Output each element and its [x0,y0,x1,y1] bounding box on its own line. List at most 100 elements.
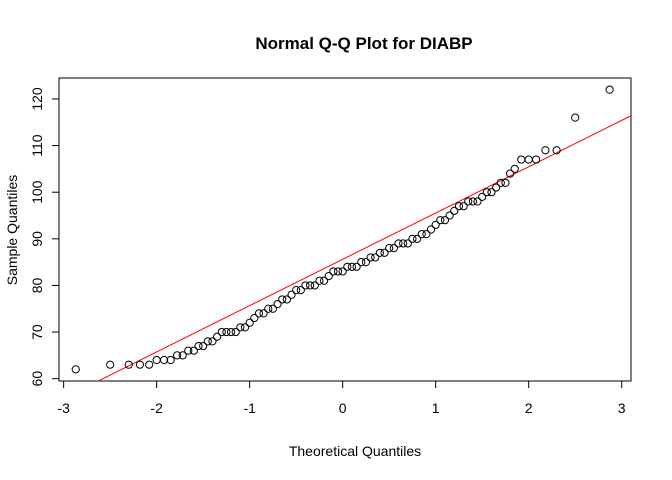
data-point [459,202,468,211]
data-point [487,188,496,197]
data-point [473,197,482,206]
data-point [468,197,477,206]
data-point [306,281,315,290]
data-point [208,337,217,346]
data-point [371,253,380,262]
data-point [264,304,273,313]
data-point [445,211,454,220]
data-point [106,360,115,369]
data-point [422,230,431,239]
data-point [541,146,550,155]
data-point [315,276,324,285]
data-point [505,169,515,178]
data-point [454,202,464,211]
data-point [338,267,347,276]
data-point [399,239,408,248]
data-point [236,323,245,332]
data-point [213,332,222,341]
data-point [357,258,366,267]
data-point [324,272,333,281]
x-axis-label: Theoretical Quantiles [289,443,421,459]
chart-title: Normal Q-Q Plot for DIABP [255,34,472,53]
data-point [385,244,394,253]
x-tick-label: -1 [243,400,256,416]
data-point [199,341,208,351]
data-point [552,146,561,155]
data-point [517,155,526,164]
data-point [436,216,445,225]
y-tick-label: 90 [29,231,45,247]
data-point [394,239,403,248]
x-tick-label: -3 [57,400,70,416]
data-point [361,258,371,267]
data-point [296,286,305,295]
data-point [222,327,231,337]
x-tick-label: 0 [339,400,347,416]
data-point [189,346,198,355]
data-point [482,188,491,197]
data-point [319,276,329,285]
data-point [333,267,343,276]
y-tick-label: 120 [29,87,45,111]
data-point [250,313,259,323]
data-point [203,337,212,346]
data-point [194,341,203,351]
data-point [464,197,473,206]
y-tick-label: 110 [29,134,45,157]
y-tick-label: 60 [29,371,45,387]
y-axis-label: Sample Quantiles [4,175,20,286]
data-point [268,304,278,313]
data-point [166,355,175,365]
x-tick-label: -2 [150,400,163,416]
data-point [426,225,436,234]
data-point [292,286,301,295]
data-point [71,365,80,374]
data-point [366,253,375,262]
data-point [380,248,389,257]
data-point [343,262,352,271]
data-point [310,281,319,290]
data-point [532,155,541,164]
data-point [254,309,264,318]
data-point [478,192,487,201]
data-point [273,299,282,309]
data-point [571,113,580,122]
data-point [231,327,240,337]
plot-frame [58,77,632,382]
data-point [417,230,426,239]
data-point [440,216,450,225]
x-tick-label: 2 [525,400,533,416]
qq-reference-line [97,115,631,381]
data-point [245,318,254,327]
data-points [71,85,614,374]
data-point [240,323,250,332]
data-point [412,234,422,243]
data-point [282,295,291,304]
y-tick-label: 100 [29,180,45,204]
data-point [375,248,384,257]
data-point [301,281,310,290]
data-point [226,327,236,337]
data-point [352,262,361,271]
x-axis: -3 -2 -1 0 1 2 3 [57,381,626,416]
data-point [524,155,533,164]
y-tick-label: 80 [29,277,45,293]
data-point [173,351,182,360]
data-point [431,220,440,229]
data-point [287,290,296,299]
data-point [152,355,161,365]
data-point [492,183,501,192]
data-point [389,244,398,253]
data-point [510,164,519,173]
data-point [145,360,154,369]
data-point [347,262,357,271]
data-point [403,239,412,248]
data-point [178,351,187,360]
data-point [501,178,510,187]
data-point [450,206,459,215]
x-tick-label: 3 [618,400,626,416]
data-point [408,234,417,243]
data-point [278,295,287,304]
data-point [605,85,614,94]
data-point [329,267,338,276]
